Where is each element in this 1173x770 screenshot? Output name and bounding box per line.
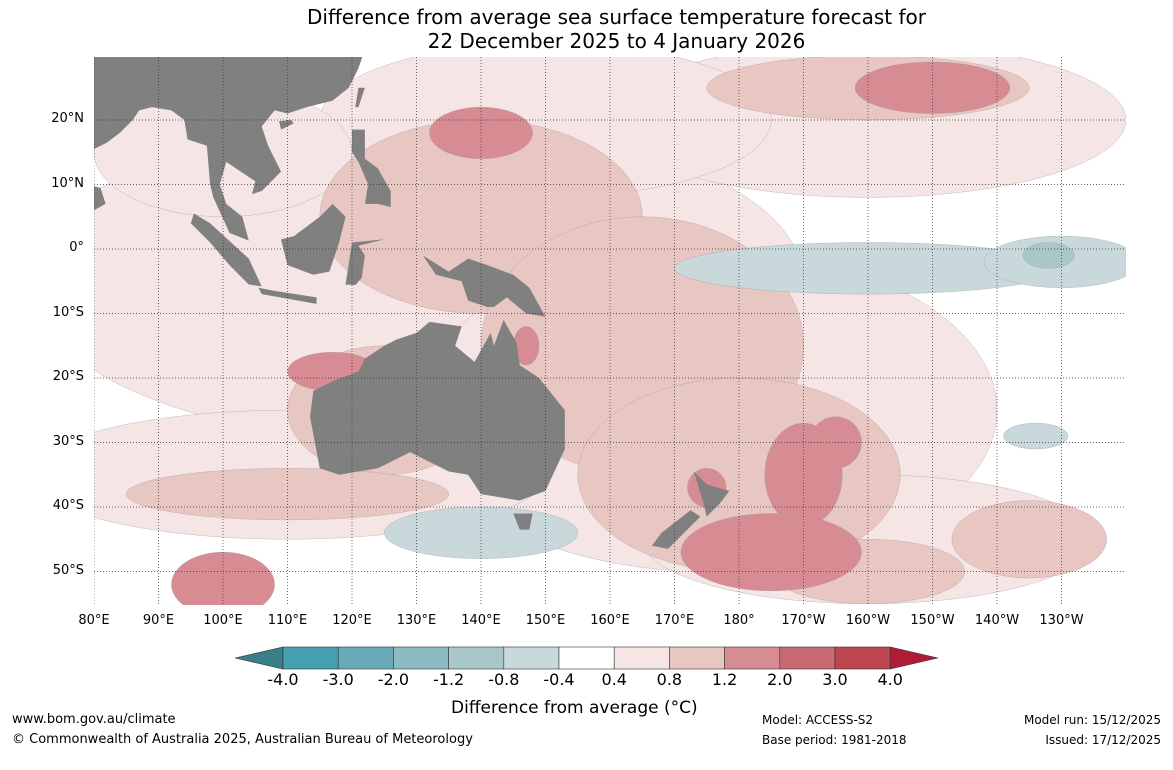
- land-philippines: [352, 129, 391, 208]
- colorbar-swatch: [834, 646, 891, 670]
- land-borneo: [281, 203, 346, 275]
- lat-label: 40°S: [52, 498, 84, 513]
- colorbar-swatch: [558, 646, 615, 670]
- colorbar-swatch: [337, 646, 394, 670]
- colorbar-swatch: [448, 646, 505, 670]
- anomaly-region: [1003, 422, 1069, 450]
- colorbar-tick: 3.0: [822, 670, 848, 689]
- colorbar-tick: 0.4: [601, 670, 627, 689]
- model-name: Model: ACCESS-S2: [762, 713, 874, 727]
- graticule: [94, 57, 1126, 605]
- colorbar-tick: -4.0: [267, 670, 299, 689]
- lon-label: 150°W: [910, 613, 955, 628]
- colorbar-tick: 2.0: [767, 670, 793, 689]
- lon-label: 160°E: [590, 613, 630, 628]
- colorbar-tick: -0.4: [543, 670, 575, 689]
- land-java: [258, 287, 317, 304]
- land-masses: [94, 57, 730, 549]
- colorbar-label: Difference from average (°C): [451, 698, 698, 718]
- colorbar-tick: 0.8: [656, 670, 683, 689]
- lon-label: 110°E: [267, 613, 308, 628]
- anomaly-region: [680, 513, 862, 592]
- land-sulawesi: [345, 239, 385, 286]
- lon-label: 170°W: [781, 613, 826, 628]
- colorbar-swatch: [503, 646, 560, 670]
- lon-label: 170°E: [654, 613, 695, 628]
- anomaly-region: [1022, 242, 1075, 269]
- land-nz-north: [693, 471, 730, 517]
- colorbar-tick: -3.0: [322, 670, 354, 689]
- title-line-1: Difference from average sea surface temp…: [306, 5, 926, 29]
- lat-label: 30°S: [52, 433, 84, 449]
- chart-title: Difference from average sea surface temp…: [0, 5, 1173, 53]
- land-tasmania: [513, 513, 533, 530]
- lon-label: 180°: [723, 613, 755, 628]
- colorbar-swatch: [393, 646, 449, 670]
- lon-label: 150°E: [525, 613, 566, 628]
- colorbar-tick: -1.2: [432, 670, 465, 689]
- lon-label: 80°E: [78, 613, 110, 628]
- copyright: © Commonwealth of Australia 2025, Austra…: [12, 732, 473, 747]
- colorbar-tick: 1.2: [711, 670, 738, 689]
- land-png: [422, 255, 546, 317]
- issued-date: Issued: 17/12/2025: [1045, 733, 1161, 747]
- land-taiwan: [355, 87, 365, 108]
- title-line-2: 22 December 2025 to 4 January 2026: [427, 29, 806, 53]
- lat-label: 10°N: [51, 175, 84, 191]
- colorbar-swatch: [669, 646, 725, 670]
- colorbar-over-arrow: [889, 646, 939, 670]
- lon-label: 160°W: [845, 613, 891, 628]
- land-australia: [310, 319, 565, 501]
- anomaly-region: [126, 468, 449, 521]
- lon-label: 90°E: [142, 613, 175, 628]
- colorbar: [234, 646, 939, 670]
- land-nz-south: [651, 510, 701, 549]
- lat-label: 10°S: [52, 304, 84, 320]
- land-hainan: [279, 120, 294, 130]
- base-period: Base period: 1981-2018: [762, 733, 907, 747]
- lon-label: 120°E: [332, 613, 372, 628]
- colorbar-swatch: [724, 646, 781, 670]
- colorbar-swatch: [779, 646, 836, 670]
- land-srilanka: [94, 186, 106, 211]
- lat-label: 20°N: [51, 111, 84, 126]
- colorbar-swatch: [282, 646, 339, 670]
- lat-label: 0°: [69, 240, 84, 255]
- website-link[interactable]: www.bom.gov.au/climate: [12, 712, 176, 727]
- land-sumatra: [190, 213, 262, 287]
- lon-label: 140°W: [974, 613, 1020, 628]
- lon-label: 140°E: [461, 613, 501, 628]
- colorbar-tick: 4.0: [877, 670, 903, 689]
- model-run: Model run: 15/12/2025: [1023, 713, 1161, 727]
- land-asia: [94, 57, 363, 241]
- colorbar-tick: -2.0: [377, 670, 409, 689]
- anomaly-region: [951, 500, 1107, 579]
- lon-label: 130°W: [1039, 613, 1084, 628]
- colorbar-tick: -0.8: [488, 670, 520, 689]
- colorbar-swatch: [613, 646, 670, 670]
- lat-label: 20°S: [52, 369, 84, 384]
- anomaly-region: [384, 506, 578, 559]
- lon-label: 130°E: [396, 613, 437, 628]
- lon-label: 100°E: [203, 613, 243, 628]
- lat-label: 50°S: [52, 562, 84, 578]
- colorbar-under-arrow: [234, 646, 284, 670]
